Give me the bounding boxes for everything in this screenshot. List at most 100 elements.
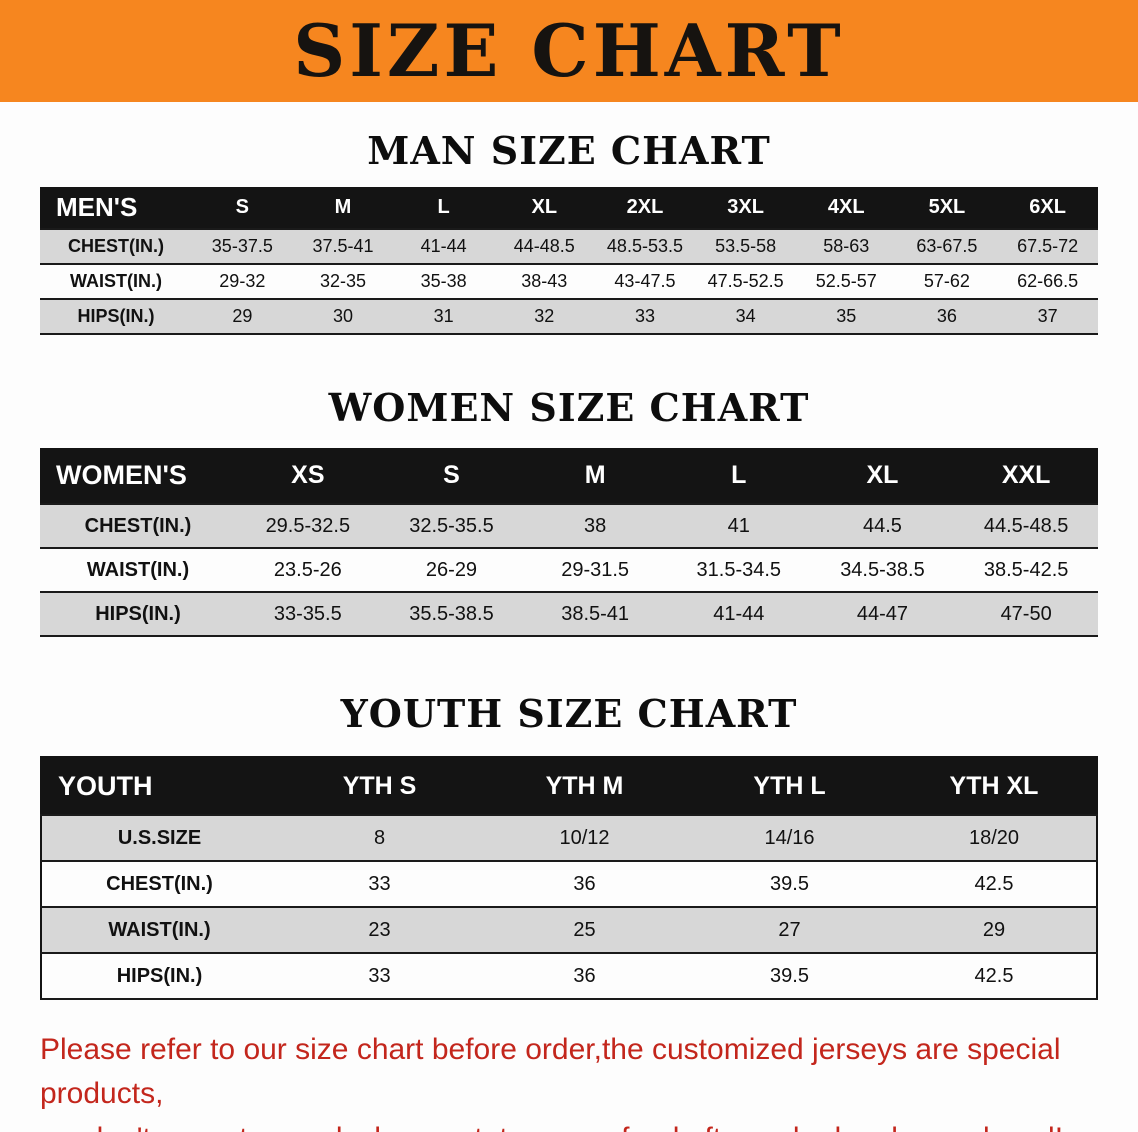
row-label: HIPS(IN.) bbox=[95, 602, 181, 625]
women-row-waist: WAIST(IN.) 23.5-26 26-29 29-31.5 31.5-34… bbox=[40, 548, 1098, 592]
column-header: YTH L bbox=[753, 771, 826, 800]
men-heading: MAN SIZE CHART bbox=[367, 128, 771, 173]
size-cell: 38.5-42.5 bbox=[983, 558, 1069, 581]
size-cell: 44-47 bbox=[856, 602, 909, 625]
youth-row-waist: WAIST(IN.) 23 25 27 29 bbox=[41, 907, 1097, 953]
size-cell: 26-29 bbox=[425, 558, 478, 581]
women-heading: WOMEN SIZE CHART bbox=[328, 385, 810, 430]
men-section: MAN SIZE CHART MEN'S S M L XL 2XL 3XL 4X… bbox=[0, 128, 1138, 335]
size-cell: 29-31.5 bbox=[561, 558, 630, 581]
women-size-table: WOMEN'S XS S M L XL XXL CHEST(IN.) 29.5-… bbox=[40, 448, 1098, 637]
column-header: 6XL bbox=[1029, 196, 1066, 218]
size-cell: 25 bbox=[573, 918, 596, 941]
size-cell: 33-35.5 bbox=[273, 602, 342, 625]
men-size-table: MEN'S S M L XL 2XL 3XL 4XL 5XL 6XL CHEST… bbox=[40, 187, 1098, 335]
size-cell: 23.5-26 bbox=[273, 558, 342, 581]
size-cell: 34 bbox=[735, 306, 756, 326]
size-cell: 29.5-32.5 bbox=[265, 514, 351, 537]
size-cell: 42.5 bbox=[974, 964, 1014, 987]
row-label: WAIST(IN.) bbox=[108, 918, 211, 941]
column-header: L bbox=[437, 196, 450, 218]
size-cell: 33 bbox=[368, 964, 391, 987]
row-label: HIPS(IN.) bbox=[77, 306, 155, 326]
youth-size-table: YOUTH YTH S YTH M YTH L YTH XL U.S.SIZE … bbox=[40, 756, 1098, 1000]
size-cell: 35-38 bbox=[420, 271, 467, 291]
youth-row-chest: CHEST(IN.) 33 36 39.5 42.5 bbox=[41, 861, 1097, 907]
size-cell: 43-47.5 bbox=[614, 271, 676, 291]
men-row-hips: HIPS(IN.) 29 30 31 32 33 34 35 36 37 bbox=[40, 299, 1098, 334]
size-cell: 18/20 bbox=[968, 826, 1020, 849]
column-header: XL bbox=[866, 461, 899, 489]
size-cell: 39.5 bbox=[770, 872, 809, 895]
size-cell: 58-63 bbox=[823, 236, 870, 256]
disclaimer-line-1: Please refer to our size chart before or… bbox=[40, 1033, 1061, 1111]
size-cell: 41-44 bbox=[713, 602, 765, 625]
men-row-waist: WAIST(IN.) 29-32 32-35 35-38 38-43 43-47… bbox=[40, 264, 1098, 299]
column-header: S bbox=[235, 196, 249, 218]
size-cell: 23 bbox=[368, 918, 391, 941]
men-row-chest: CHEST(IN.) 35-37.5 37.5-41 41-44 44-48.5… bbox=[40, 229, 1098, 264]
size-cell: 41-44 bbox=[420, 236, 467, 256]
size-cell: 44-48.5 bbox=[513, 236, 575, 256]
row-label: CHEST(IN.) bbox=[84, 514, 192, 537]
size-cell: 31.5-34.5 bbox=[696, 558, 782, 581]
size-cell: 8 bbox=[373, 826, 386, 849]
size-cell: 38 bbox=[584, 514, 607, 537]
column-header: L bbox=[731, 461, 747, 489]
size-cell: 38-43 bbox=[521, 271, 568, 291]
size-cell: 63-67.5 bbox=[916, 236, 978, 256]
column-header: 4XL bbox=[827, 196, 865, 218]
size-cell: 10/12 bbox=[559, 826, 610, 849]
row-label: WAIST(IN.) bbox=[86, 558, 190, 581]
men-header-row: MEN'S S M L XL 2XL 3XL 4XL 5XL 6XL bbox=[40, 187, 1098, 229]
women-row-chest: CHEST(IN.) 29.5-32.5 32.5-35.5 38 41 44.… bbox=[40, 504, 1098, 548]
size-cell: 29 bbox=[232, 306, 253, 326]
women-row-hips: HIPS(IN.) 33-35.5 35.5-38.5 38.5-41 41-4… bbox=[40, 592, 1098, 636]
size-cell: 36 bbox=[936, 306, 957, 326]
youth-heading: YOUTH SIZE CHART bbox=[340, 691, 798, 736]
size-cell: 67.5-72 bbox=[1017, 236, 1079, 256]
size-cell: 14/16 bbox=[764, 826, 815, 849]
column-header: M bbox=[584, 461, 606, 489]
size-cell: 48.5-53.5 bbox=[606, 236, 683, 256]
column-header: XS bbox=[291, 461, 325, 489]
size-cell: 29-32 bbox=[219, 271, 266, 291]
disclaimer: Please refer to our size chart before or… bbox=[40, 1028, 1108, 1132]
size-cell: 44.5-48.5 bbox=[983, 514, 1069, 537]
column-header: 2XL bbox=[626, 196, 664, 218]
women-header-row: WOMEN'S XS S M L XL XXL bbox=[40, 448, 1098, 504]
column-header: S bbox=[443, 461, 460, 489]
size-cell: 42.5 bbox=[974, 872, 1014, 895]
size-cell: 57-62 bbox=[923, 271, 970, 291]
size-cell: 37 bbox=[1037, 306, 1058, 326]
size-cell: 29 bbox=[982, 918, 1006, 941]
size-cell: 35-37.5 bbox=[211, 236, 273, 256]
column-header: YTH M bbox=[545, 771, 624, 800]
banner: SIZE CHART bbox=[0, 0, 1138, 102]
youth-section: YOUTH SIZE CHART YOUTH YTH S YTH M YTH L… bbox=[0, 691, 1138, 1000]
row-label: HIPS(IN.) bbox=[116, 964, 203, 987]
size-cell: 34.5-38.5 bbox=[840, 558, 925, 581]
row-label: WAIST(IN.) bbox=[70, 271, 162, 291]
page-title: SIZE CHART bbox=[293, 8, 845, 93]
column-header: 3XL bbox=[727, 196, 764, 218]
youth-table-label: YOUTH bbox=[58, 770, 153, 801]
women-table-label: WOMEN'S bbox=[56, 460, 187, 490]
column-header: M bbox=[334, 196, 352, 218]
size-cell: 41 bbox=[727, 514, 750, 537]
size-cell: 32-35 bbox=[319, 271, 366, 291]
column-header: XL bbox=[531, 196, 558, 218]
youth-row-hips: HIPS(IN.) 33 36 39.5 42.5 bbox=[41, 953, 1097, 999]
size-cell: 47-50 bbox=[1000, 602, 1052, 625]
column-header: 5XL bbox=[928, 196, 966, 218]
men-table-label: MEN'S bbox=[56, 192, 138, 222]
size-cell: 38.5-41 bbox=[561, 602, 630, 625]
row-label: U.S.SIZE bbox=[117, 826, 202, 849]
size-cell: 53.5-58 bbox=[715, 236, 777, 256]
size-cell: 52.5-57 bbox=[815, 271, 877, 291]
row-label: CHEST(IN.) bbox=[68, 236, 164, 256]
size-cell: 39.5 bbox=[770, 964, 809, 987]
size-cell: 27 bbox=[778, 918, 801, 941]
column-header: YTH S bbox=[342, 771, 417, 800]
